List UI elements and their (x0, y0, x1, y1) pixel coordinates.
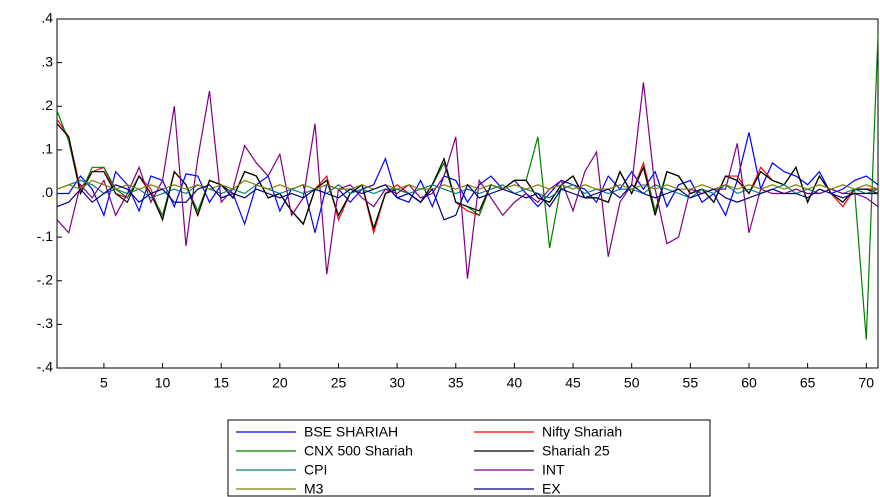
legend-label: Shariah 25 (542, 443, 610, 459)
x-tick-label: 15 (213, 375, 229, 391)
y-tick-label: .4 (41, 10, 53, 26)
y-tick-label: -.1 (37, 228, 54, 244)
x-tick-label: 10 (155, 375, 171, 391)
y-tick-label: .3 (41, 53, 53, 69)
x-tick-label: 35 (448, 375, 464, 391)
plot-frame (56, 18, 879, 369)
legend-label: Nifty Shariah (542, 424, 622, 440)
y-tick-label: .1 (41, 141, 53, 157)
legend-label: EX (542, 481, 561, 497)
y-tick-label: .2 (41, 97, 53, 113)
series-line (56, 183, 878, 221)
legend-label: BSE SHARIAH (304, 424, 398, 440)
y-tick-label: -.3 (37, 315, 54, 331)
series-line (56, 82, 879, 279)
legend-label: INT (542, 462, 565, 478)
x-tick-label: 5 (100, 375, 108, 391)
legend-label: CPI (304, 462, 327, 478)
series-line (57, 132, 879, 233)
y-tick-label: -.4 (37, 359, 54, 375)
x-tick-label: 30 (389, 375, 405, 391)
x-tick-label: 40 (507, 375, 523, 391)
legend-label: CNX 500 Shariah (304, 443, 413, 459)
legend-box (227, 419, 711, 497)
legend-label: M3 (304, 481, 324, 497)
y-tick-label: .0 (41, 184, 53, 200)
series-line (56, 123, 879, 231)
y-tick-label: -.2 (37, 271, 54, 287)
x-tick-label: 70 (858, 375, 874, 391)
x-tick-label: 20 (272, 375, 288, 391)
x-tick-label: 65 (800, 375, 816, 391)
x-tick-label: 60 (741, 375, 757, 391)
x-tick-label: 25 (331, 375, 347, 391)
x-tick-label: 55 (683, 375, 699, 391)
x-tick-label: 45 (565, 375, 581, 391)
x-tick-label: 50 (624, 375, 640, 391)
